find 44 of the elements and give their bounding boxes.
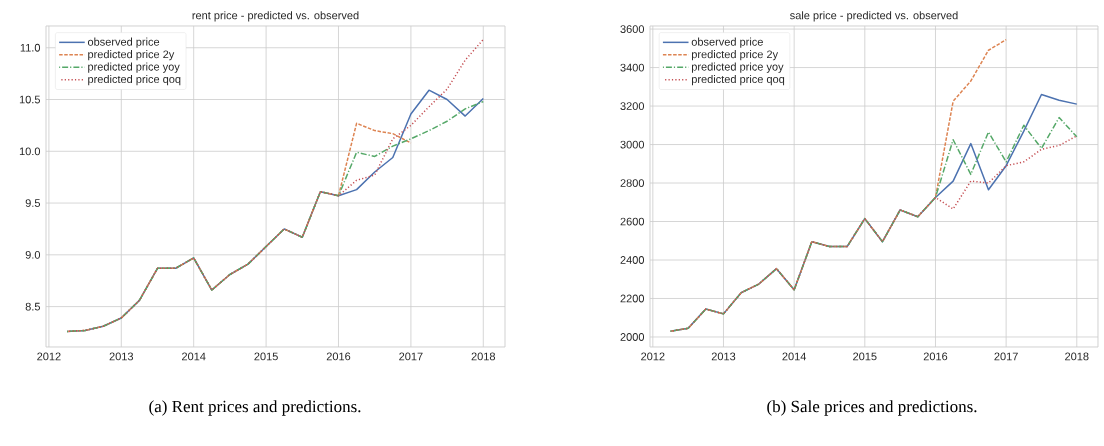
line-series: [66, 38, 485, 333]
y-tick-label: 9.5: [25, 199, 41, 207]
text: (a) Rent prices and predictions.: [149, 400, 361, 416]
x-tick-label: 2018: [471, 352, 496, 361]
line-series: [669, 38, 1007, 332]
x-tick-label: 2015: [254, 352, 278, 361]
legend-label: predicted price 2y: [691, 50, 779, 61]
x-tick-label: 2018: [1065, 352, 1089, 361]
y-tick-label: 3600: [620, 25, 645, 33]
y-tick-label: 3400: [620, 63, 645, 72]
x-tick-label: 2016: [326, 352, 351, 361]
y-tick-label: 2600: [620, 217, 645, 226]
y-tick-label: 2400: [620, 256, 645, 264]
x-tick-label: 2013: [711, 352, 736, 361]
legend-label: observed price: [87, 37, 160, 48]
chart-title: sale price - predicted vs. observed: [790, 11, 958, 22]
x-tick-label: 2012: [37, 352, 61, 361]
legend-label: predicted price qoq: [88, 75, 181, 86]
x-tick-label: 2015: [853, 352, 877, 361]
legend-label: predicted price yoy: [691, 62, 784, 73]
legend-label: predicted price qoq: [691, 75, 785, 86]
x-tick-label: 2016: [923, 352, 948, 361]
x-tick-label: 2013: [109, 352, 134, 361]
legend-label: predicted price 2y: [88, 50, 175, 61]
y-tick-label: 8.5: [25, 302, 41, 311]
y-tick-label: 2200: [620, 294, 645, 303]
y-tick-label: 9.0: [25, 250, 41, 259]
y-tick-label: 2000: [620, 333, 645, 341]
line-series: [66, 122, 412, 333]
legend-label: predicted price yoy: [88, 62, 180, 73]
chart-title: rent price - predicted vs. observed: [192, 11, 359, 22]
y-tick-label: 11.0: [20, 43, 41, 52]
legend-label: observed price: [691, 37, 763, 48]
x-tick-label: 2017: [994, 352, 1018, 361]
y-tick-label: 3000: [620, 140, 645, 149]
x-tick-label: 2012: [641, 352, 665, 361]
x-tick-label: 2014: [182, 352, 206, 361]
x-tick-label: 2017: [399, 352, 423, 361]
y-tick-label: 2800: [620, 179, 645, 187]
y-tick-label: 10.0: [19, 147, 41, 156]
y-tick-label: 3200: [620, 102, 645, 110]
y-tick-label: 10.5: [19, 95, 40, 104]
text: (b) Sale prices and predictions.: [767, 400, 977, 416]
x-tick-label: 2014: [782, 352, 807, 361]
